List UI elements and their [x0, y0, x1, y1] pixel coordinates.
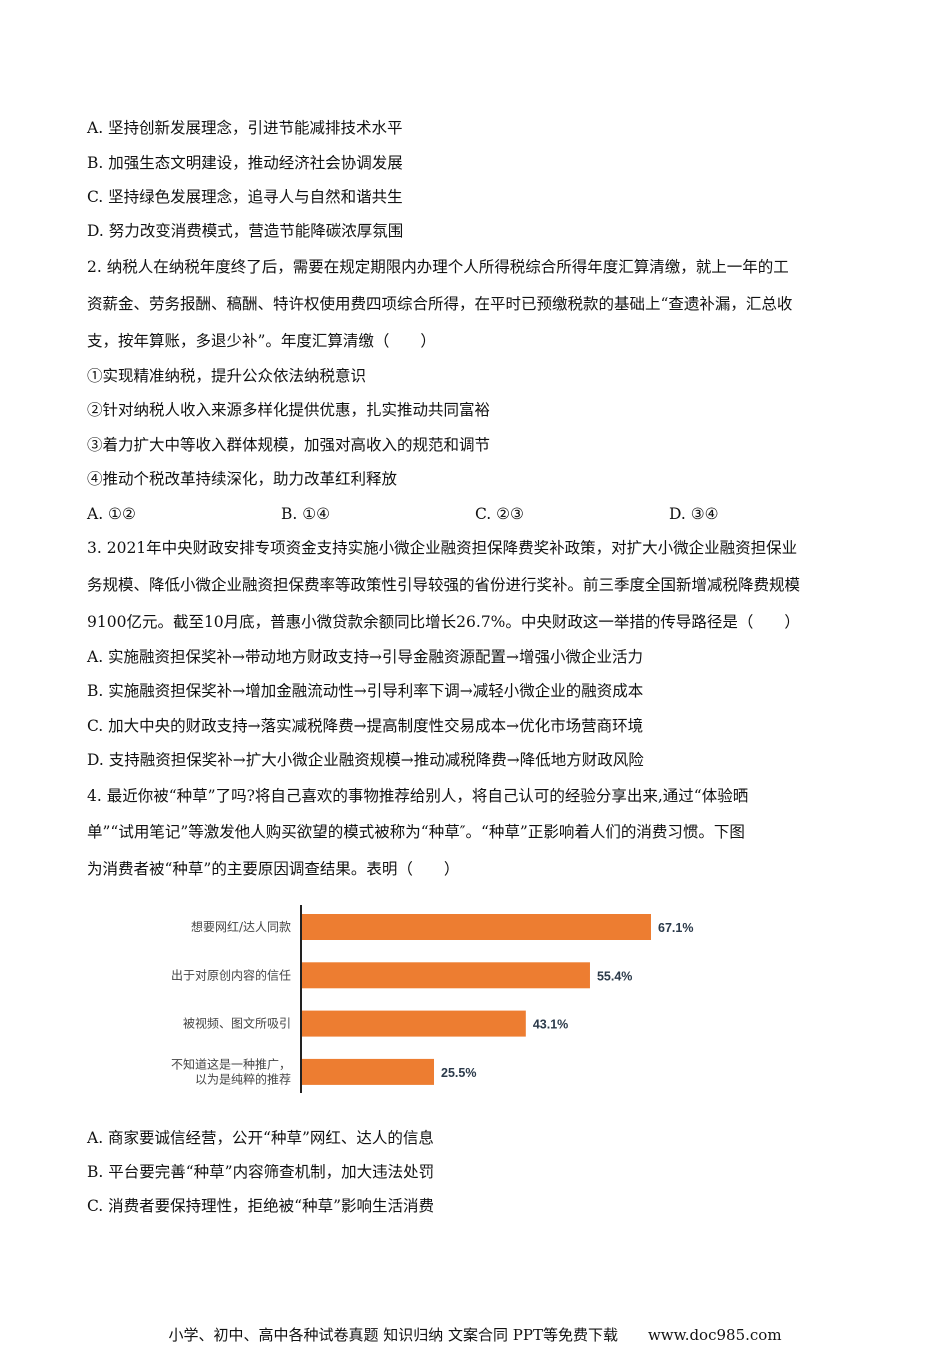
q2-statement: ③着力扩大中等收入群体规模，加强对高收入的规范和调节 [87, 436, 491, 454]
category-label: 以为是纯粹的推荐 [195, 1071, 291, 1086]
bar [301, 1058, 435, 1085]
bar [301, 962, 590, 989]
q3-stem-line: 9100亿元。截至10月底，普惠小微贷款余额同比增长26.7%。中央财政这一举措… [87, 613, 800, 631]
q2-option-b: B. ①④ [281, 505, 331, 523]
q2-statement: ②针对纳税人收入来源多样化提供优惠，扎实推动共同富裕 [87, 401, 491, 419]
q1-option-b: B. 加强生态文明建设，推动经济社会协调发展 [87, 154, 403, 172]
q2-option-d: D. ③④ [669, 505, 719, 523]
q3-option-c: C. 加大中央的财政支持→落实减税降费→提高制度性交易成本→优化市场营商环境 [87, 717, 644, 735]
category-label: 出于对原创内容的信任 [171, 967, 291, 982]
q2-option-a: A. ①② [87, 505, 136, 523]
bar-value-label: 55.4% [597, 969, 632, 983]
bar-value-label: 25.5% [441, 1066, 476, 1080]
category-label: 被视频、图文所吸引 [183, 1016, 291, 1031]
q2-statement: ①实现精准纳税，提升公众依法纳税意识 [87, 367, 367, 385]
bar-value-label: 43.1% [533, 1018, 568, 1032]
category-label: 想要网红/达人同款 [191, 919, 291, 934]
q3-stem-line: 务规模、降低小微企业融资担保费率等政策性引导较强的省份进行奖补。前三季度全国新增… [87, 576, 801, 594]
q4-option-a: A. 商家要诚信经营，公开“种草”网红、达人的信息 [87, 1129, 434, 1147]
q1-option-d: D. 努力改变消费模式，营造节能降碳浓厚氛围 [87, 222, 404, 240]
footer-text: 小学、初中、高中各种试卷真题 知识归纳 文案合同 PPT等免费下载 www.do… [168, 1326, 782, 1344]
bar-value-label: 67.1% [658, 921, 693, 935]
q2-stem-line: 2. 纳税人在纳税年度终了后，需要在规定期限内办理个人所得税综合所得年度汇算清缴… [87, 258, 789, 276]
q4-stem-line: 4. 最近你被“种草”了吗?将自己喜欢的事物推荐给别人，将自己认可的经验分享出来… [87, 787, 749, 805]
bar [301, 914, 651, 940]
q4-option-c: C. 消费者要保持理性，拒绝被“种草”影响生活消费 [87, 1197, 435, 1215]
bar [301, 1010, 526, 1037]
q1-option-c: C. 坚持绿色发展理念，追寻人与自然和谐共生 [87, 188, 403, 206]
q3-stem-line: 3. 2021年中央财政安排专项资金支持实施小微企业融资担保降费奖补政策，对扩大… [87, 539, 798, 557]
q4-option-b: B. 平台要完善“种草”内容筛查机制，加大违法处罚 [87, 1163, 435, 1181]
q3-option-d: D. 支持融资担保奖补→扩大小微企业融资规模→推动减税降费→降低地方财政风险 [87, 751, 644, 769]
category-label: 不知道这是一种推广， [171, 1056, 291, 1071]
q3-option-a: A. 实施融资担保奖补→带动地方财政支持→引导金融资源配置→增强小微企业活力 [87, 648, 644, 666]
q2-statement: ④推动个税改革持续深化，助力改革红利释放 [87, 470, 398, 488]
q2-stem-line: 支，按年算账，多退少补”。年度汇算清缴（ ） [87, 332, 436, 350]
q2-stem-line: 资薪金、劳务报酬、稿酬、特许权使用费四项综合所得，在平时已预缴税款的基础上“查遗… [87, 295, 793, 313]
q4-stem-line: 为消费者被“种草”的主要原因调查结果。表明（ ） [87, 860, 460, 878]
q1-option-a: A. 坚持创新发展理念，引进节能减排技术水平 [87, 119, 403, 137]
q4-stem-line: 单”“试用笔记”等激发他人购买欲望的模式被称为“种草″。“种草”正影响着人们的消… [87, 823, 745, 841]
q3-option-b: B. 实施融资担保奖补→增加金融流动性→引导利率下调→减轻小微企业的融资成本 [87, 682, 644, 700]
q2-option-c: C. ②③ [475, 505, 524, 523]
